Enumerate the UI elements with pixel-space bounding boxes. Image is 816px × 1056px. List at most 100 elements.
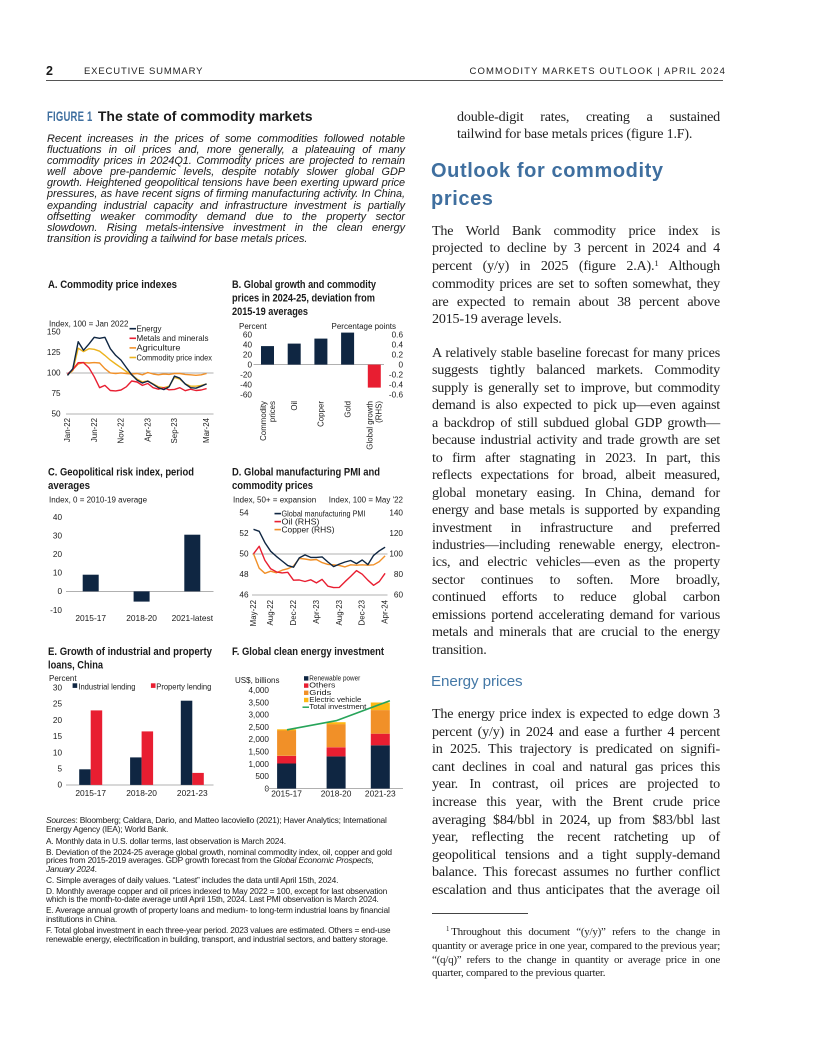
- svg-text:-0.6: -0.6: [389, 390, 404, 399]
- svg-text:52: 52: [239, 529, 249, 538]
- svg-text:10: 10: [53, 748, 63, 757]
- svg-text:Percent: Percent: [49, 674, 77, 683]
- svg-text:B. Global growth and commodity: B. Global growth and commodity: [232, 279, 377, 291]
- svg-text:Aug-22: Aug-22: [266, 600, 275, 625]
- svg-text:Copper: Copper: [317, 401, 326, 427]
- svg-text:prices in 2024-25, deviation f: prices in 2024-25, deviation from: [232, 293, 375, 305]
- svg-text:2018-20: 2018-20: [126, 613, 157, 623]
- svg-text:46: 46: [239, 591, 249, 600]
- svg-text:2015-19 averages: 2015-19 averages: [232, 306, 308, 318]
- svg-text:Commodity price index: Commodity price index: [137, 352, 213, 362]
- svg-text:150: 150: [47, 328, 61, 337]
- svg-text:2018-20: 2018-20: [126, 788, 157, 798]
- svg-text:80: 80: [394, 570, 404, 579]
- svg-text:1,500: 1,500: [249, 748, 270, 757]
- svg-text:125: 125: [47, 348, 61, 357]
- svg-text:2021-23: 2021-23: [365, 789, 396, 799]
- svg-text:Total investment: Total investment: [309, 702, 367, 711]
- svg-text:Global manufacturing PMI: Global manufacturing PMI: [282, 508, 366, 518]
- svg-text:A. Commodity price indexes: A. Commodity price indexes: [48, 279, 177, 291]
- svg-text:Mar-24: Mar-24: [202, 417, 211, 443]
- svg-text:20: 20: [243, 350, 253, 359]
- svg-text:Index, 100 = May '22: Index, 100 = May '22: [329, 495, 404, 504]
- svg-text:75: 75: [51, 389, 61, 398]
- svg-text:Renewable power: Renewable power: [309, 673, 360, 682]
- svg-text:0.2: 0.2: [392, 350, 404, 359]
- svg-text:500: 500: [255, 772, 269, 781]
- svg-text:20: 20: [53, 550, 63, 559]
- svg-text:Others: Others: [309, 681, 335, 690]
- svg-text:2,500: 2,500: [249, 723, 270, 732]
- svg-text:Metals and minerals: Metals and minerals: [137, 333, 209, 343]
- svg-text:Oil (RHS): Oil (RHS): [282, 516, 320, 526]
- svg-text:5: 5: [57, 765, 62, 774]
- svg-text:Dec-23: Dec-23: [358, 599, 367, 625]
- svg-text:15: 15: [53, 732, 63, 741]
- svg-text:Property lending: Property lending: [156, 682, 211, 692]
- svg-text:20: 20: [53, 716, 63, 725]
- svg-text:2021-23: 2021-23: [177, 788, 208, 798]
- svg-text:0: 0: [57, 587, 62, 596]
- svg-text:commodity prices: commodity prices: [232, 480, 313, 492]
- svg-text:Index, 100 = Jan 2022: Index, 100 = Jan 2022: [49, 320, 129, 329]
- svg-text:30: 30: [53, 684, 63, 693]
- svg-text:0: 0: [398, 360, 403, 369]
- svg-text:prices: prices: [268, 401, 277, 422]
- svg-text:50: 50: [51, 410, 61, 419]
- svg-text:2021-latest: 2021-latest: [172, 613, 214, 623]
- svg-text:US$, billions: US$, billions: [235, 676, 279, 685]
- svg-text:120: 120: [389, 529, 403, 538]
- svg-text:Apr-23: Apr-23: [143, 417, 152, 441]
- svg-text:loans, China: loans, China: [48, 659, 104, 671]
- svg-text:3,000: 3,000: [249, 711, 270, 720]
- svg-text:10: 10: [53, 569, 63, 578]
- svg-text:Apr-23: Apr-23: [312, 599, 321, 623]
- svg-text:2018-20: 2018-20: [321, 789, 352, 799]
- svg-text:-20: -20: [240, 370, 252, 379]
- svg-text:2,000: 2,000: [249, 735, 270, 744]
- svg-text:Gold: Gold: [343, 401, 352, 418]
- svg-text:Electric vehicle: Electric vehicle: [309, 695, 361, 704]
- svg-text:Grids: Grids: [309, 688, 331, 697]
- svg-text:Index, 50+ = expansion: Index, 50+ = expansion: [233, 495, 316, 504]
- svg-text:3,500: 3,500: [249, 698, 270, 707]
- svg-text:Commodity: Commodity: [259, 401, 268, 441]
- svg-text:25: 25: [53, 700, 63, 709]
- svg-text:2015-17: 2015-17: [75, 788, 106, 798]
- svg-text:-0.4: -0.4: [389, 380, 404, 389]
- svg-text:0: 0: [247, 360, 252, 369]
- svg-text:E. Growth of industrial and pr: E. Growth of industrial and property: [48, 646, 213, 658]
- svg-text:D. Global manufacturing PMI an: D. Global manufacturing PMI and: [232, 466, 380, 478]
- svg-text:60: 60: [243, 330, 253, 339]
- svg-text:48: 48: [239, 570, 249, 579]
- svg-text:2015-17: 2015-17: [271, 789, 302, 799]
- svg-text:40: 40: [53, 513, 63, 522]
- svg-text:54: 54: [239, 509, 249, 518]
- svg-text:Nov-22: Nov-22: [117, 418, 126, 443]
- svg-text:0.6: 0.6: [392, 330, 404, 339]
- svg-text:averages: averages: [48, 480, 90, 492]
- svg-text:Jan-22: Jan-22: [63, 418, 72, 442]
- svg-text:-60: -60: [240, 390, 252, 399]
- svg-text:2015-17: 2015-17: [75, 613, 106, 623]
- svg-text:-0.2: -0.2: [389, 370, 404, 379]
- svg-text:C. Geopolitical risk index, pe: C. Geopolitical risk index, period: [48, 466, 194, 478]
- svg-text:Percent: Percent: [239, 322, 267, 331]
- svg-text:140: 140: [389, 509, 403, 518]
- svg-text:Energy: Energy: [137, 324, 163, 334]
- svg-text:Dec-22: Dec-22: [289, 600, 298, 625]
- svg-text:Apr-24: Apr-24: [381, 599, 390, 623]
- svg-text:Percentage points: Percentage points: [332, 322, 397, 331]
- svg-text:Sep-23: Sep-23: [170, 417, 179, 443]
- svg-text:Aug-23: Aug-23: [335, 599, 344, 625]
- svg-text:0: 0: [57, 781, 62, 790]
- svg-text:Global growth: Global growth: [366, 401, 375, 450]
- svg-text:100: 100: [47, 369, 61, 378]
- svg-text:Agriculture: Agriculture: [137, 343, 181, 353]
- svg-text:40: 40: [243, 340, 253, 349]
- svg-text:-10: -10: [50, 606, 62, 615]
- svg-text:Index, 0 = 2010-19 average: Index, 0 = 2010-19 average: [49, 495, 148, 504]
- svg-text:4,000: 4,000: [249, 686, 270, 695]
- svg-text:50: 50: [239, 550, 249, 559]
- svg-text:May-22: May-22: [249, 600, 258, 626]
